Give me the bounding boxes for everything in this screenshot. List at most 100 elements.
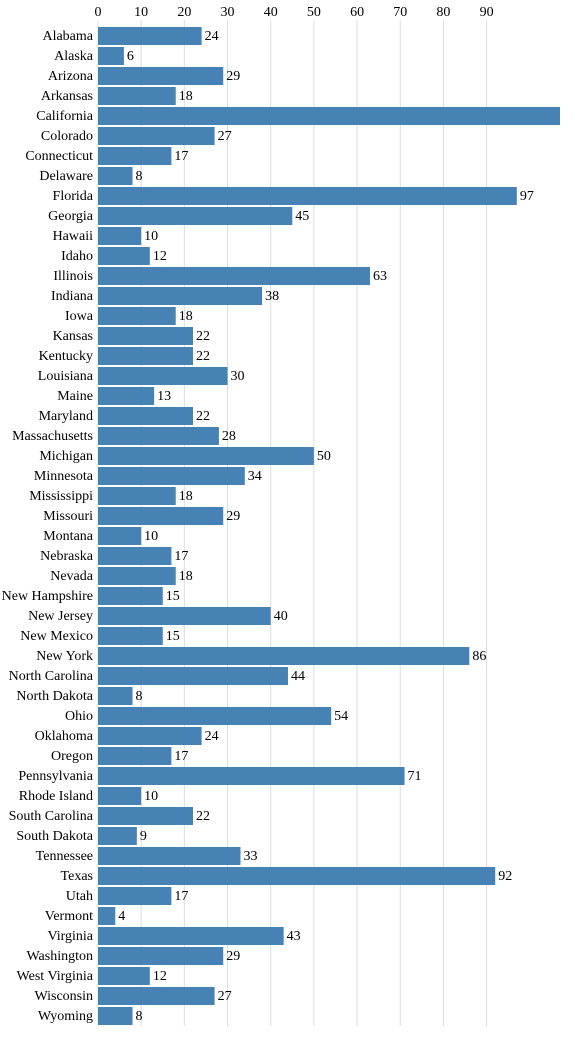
bar xyxy=(98,507,224,525)
value-label: 18 xyxy=(179,569,193,584)
bar xyxy=(98,947,224,965)
y-tick-label: Iowa xyxy=(65,309,94,324)
value-label: 15 xyxy=(166,629,180,644)
value-label: 22 xyxy=(196,809,210,824)
y-tick-label: Maryland xyxy=(39,409,93,424)
x-tick-label: 40 xyxy=(264,5,278,20)
y-tick-label: Nevada xyxy=(50,569,94,584)
value-label: 29 xyxy=(226,69,240,84)
y-tick-label: New Hampshire xyxy=(2,589,93,604)
y-tick-label: Tennessee xyxy=(36,849,93,864)
y-tick-label: Maine xyxy=(57,389,93,404)
bar xyxy=(98,87,176,105)
bar xyxy=(98,827,137,845)
x-tick-label: 10 xyxy=(134,5,148,20)
y-tick-label: Colorado xyxy=(41,129,93,144)
y-tick-label: Florida xyxy=(53,189,94,204)
value-label: 29 xyxy=(226,949,240,964)
value-label: 12 xyxy=(153,969,167,984)
value-label: 4 xyxy=(118,909,125,924)
bar xyxy=(98,207,293,225)
bar xyxy=(98,727,202,745)
value-label: 71 xyxy=(408,769,422,784)
y-tick-label: Connecticut xyxy=(25,149,93,164)
bar xyxy=(98,707,332,725)
bar xyxy=(98,167,133,185)
y-tick-label: Alaska xyxy=(54,49,94,64)
y-tick-label: Oregon xyxy=(51,749,93,764)
bar xyxy=(98,407,193,425)
y-tick-label: Idaho xyxy=(61,249,93,264)
value-label: 24 xyxy=(205,29,219,44)
y-tick-label: Alabama xyxy=(42,29,93,44)
bar xyxy=(98,887,172,905)
value-label: 38 xyxy=(265,289,279,304)
y-tick-label: Michigan xyxy=(39,449,93,464)
y-tick-label: New Mexico xyxy=(20,629,93,644)
bar xyxy=(98,367,228,385)
y-tick-label: Missouri xyxy=(43,509,93,524)
y-tick-label: New Jersey xyxy=(28,609,93,624)
bar xyxy=(98,667,288,685)
bar xyxy=(98,267,371,285)
bar xyxy=(98,787,142,805)
value-label: 27 xyxy=(218,989,232,1004)
value-label: 6 xyxy=(127,49,134,64)
bar xyxy=(98,767,405,785)
y-tick-label: Mississippi xyxy=(29,489,93,504)
bar xyxy=(98,967,150,985)
y-tick-label: Nebraska xyxy=(40,549,94,564)
bar xyxy=(98,847,241,865)
bar xyxy=(98,347,193,365)
bar xyxy=(98,687,133,705)
y-tick-label: West Virginia xyxy=(17,969,94,984)
value-label: 10 xyxy=(144,789,158,804)
bar xyxy=(98,527,142,545)
value-label: 8 xyxy=(136,689,143,704)
x-tick-label: 50 xyxy=(307,5,321,20)
bar xyxy=(98,807,193,825)
y-tick-label: Georgia xyxy=(48,209,94,224)
value-label: 45 xyxy=(295,209,309,224)
value-label: 27 xyxy=(218,129,232,144)
y-tick-label: Washington xyxy=(26,949,93,964)
bar xyxy=(98,287,263,305)
x-tick-label: 0 xyxy=(95,5,102,20)
value-label: 63 xyxy=(373,269,387,284)
y-tick-label: Kentucky xyxy=(39,349,93,364)
value-label: 54 xyxy=(334,709,348,724)
bar xyxy=(98,187,517,205)
y-tick-label: South Carolina xyxy=(9,809,94,824)
value-label: 43 xyxy=(287,929,301,944)
bar xyxy=(98,447,314,465)
value-label: 30 xyxy=(231,369,245,384)
value-label: 15 xyxy=(166,589,180,604)
value-label: 17 xyxy=(174,549,188,564)
x-tick-label: 30 xyxy=(221,5,235,20)
bar xyxy=(98,107,560,125)
value-label: 18 xyxy=(179,309,193,324)
y-tick-label: Wyoming xyxy=(38,1009,93,1024)
x-tick-label: 90 xyxy=(480,5,494,20)
bar xyxy=(98,607,271,625)
y-tick-label: Montana xyxy=(43,529,94,544)
value-label: 12 xyxy=(153,249,167,264)
bar xyxy=(98,747,172,765)
value-label: 34 xyxy=(248,469,262,484)
y-tick-label: Minnesota xyxy=(34,469,94,484)
x-tick-label: 60 xyxy=(350,5,364,20)
bar xyxy=(98,307,176,325)
bar xyxy=(98,327,193,345)
value-label: 33 xyxy=(243,849,257,864)
chart: 0 10 20 30 40 50 60 70 80 90 Alabama 24 Alaska 6 Arizo… xyxy=(2,5,560,1026)
y-tick-label: Oklahoma xyxy=(35,729,94,744)
value-label: 18 xyxy=(179,489,193,504)
value-label: 17 xyxy=(174,149,188,164)
value-label: 29 xyxy=(226,509,240,524)
x-tick-label: 80 xyxy=(436,5,450,20)
bar xyxy=(98,467,245,485)
y-tick-label: Kansas xyxy=(53,329,93,344)
value-label: 13 xyxy=(157,389,171,404)
bar xyxy=(98,627,163,645)
bar xyxy=(98,47,124,65)
